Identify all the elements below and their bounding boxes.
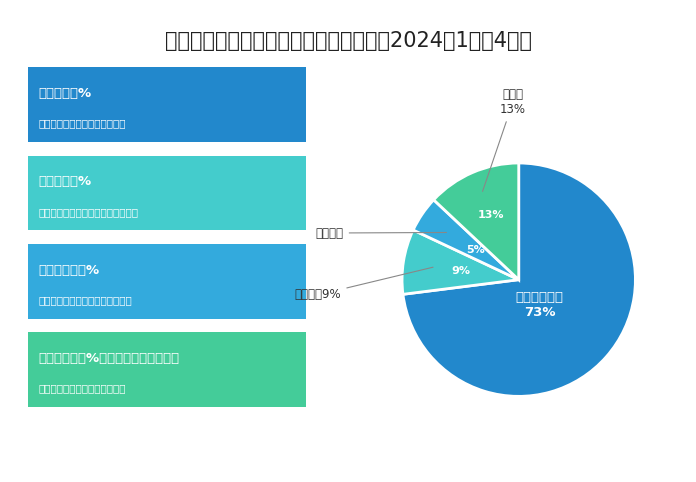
Wedge shape	[413, 200, 519, 280]
Text: 迷惑行為: 迷惑行為	[316, 227, 446, 240]
Text: マナー　９%: マナー ９%	[38, 175, 91, 188]
Text: マナー　9%: マナー 9%	[294, 267, 433, 301]
Text: 騒音　７３%: 騒音 ７３%	[38, 87, 91, 100]
Text: 近隣トラブル相談窓口相談分類データ（2024年1月〜4月）: 近隣トラブル相談窓口相談分類データ（2024年1月〜4月）	[164, 31, 532, 51]
Text: 5%: 5%	[466, 245, 484, 255]
Text: その他　１３%（つきまとい等含む）: その他 １３%（つきまとい等含む）	[38, 352, 180, 365]
Wedge shape	[403, 163, 635, 396]
Text: たばこ、ペット、ゴミ、におい、他: たばこ、ペット、ゴミ、におい、他	[38, 207, 139, 217]
FancyBboxPatch shape	[28, 244, 306, 319]
Text: つきまとい、虐待、思い込み他: つきまとい、虐待、思い込み他	[38, 383, 126, 393]
Wedge shape	[434, 163, 519, 280]
FancyBboxPatch shape	[28, 156, 306, 230]
FancyBboxPatch shape	[28, 332, 306, 407]
Text: 13%: 13%	[477, 211, 504, 220]
FancyBboxPatch shape	[28, 67, 306, 142]
Text: 9%: 9%	[452, 266, 470, 276]
Text: 騒音トラブル
73%: 騒音トラブル 73%	[516, 291, 564, 320]
Text: その他
13%: その他 13%	[482, 88, 526, 191]
Text: 壁・天井打、訪問、いやがらせ他: 壁・天井打、訪問、いやがらせ他	[38, 295, 132, 305]
Wedge shape	[402, 230, 519, 295]
Text: 迷惑行為　５%: 迷惑行為 ５%	[38, 264, 100, 277]
Text: 生活音、足音、音楽、人声、他: 生活音、足音、音楽、人声、他	[38, 119, 126, 129]
